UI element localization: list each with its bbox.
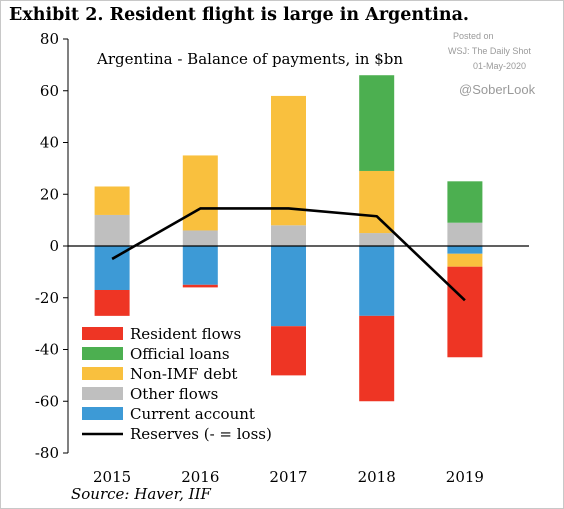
x-tick-label-2019: 2019 [446, 468, 484, 486]
bar-non-imf-debt-2015 [94, 186, 130, 215]
legend-label-reserves-loss: Reserves (- = loss) [130, 425, 272, 443]
source-note: Source: Haver, IIF [71, 485, 211, 503]
legend-label-resident-flows: Resident flows [130, 325, 241, 343]
bar-non-imf-debt-2019 [447, 253, 483, 267]
watermark-handle: @SoberLook [459, 82, 536, 97]
bar-other-flows-2017 [271, 225, 306, 246]
legend: Resident flows Official loans Non-IMF debt… [82, 325, 272, 443]
legend-label-official-loans: Official loans [130, 345, 230, 363]
y-tick-label--80: -80 [35, 444, 59, 462]
bar-resident-flows-2017 [271, 326, 306, 376]
axes-layer: 80 60 40 20 0 -20 -40 -60 -80 2015 2016 2017 2018 201… [35, 30, 529, 486]
bar-other-flows-2019 [447, 222, 483, 246]
x-tick-label-2018: 2018 [358, 468, 396, 486]
chart-subtitle: Argentina - Balance of payments, in $bn [96, 50, 403, 68]
legend-label-other-flows: Other flows [130, 385, 218, 403]
bar-non-imf-debt-2016 [182, 155, 218, 231]
reserves-line-layer [111, 207, 466, 302]
watermark-source: WSJ: The Daily Shot [448, 46, 531, 56]
bar-current-account-2016 [182, 246, 218, 285]
y-tick-label--20: -20 [35, 289, 59, 307]
legend-label-current-account: Current account [130, 405, 255, 423]
bar-other-flows-2015 [94, 214, 130, 246]
y-tick-label-40: 40 [40, 134, 59, 152]
y-tick-label-60: 60 [40, 82, 59, 100]
x-tick-label-2017: 2017 [269, 468, 307, 486]
watermark-posted-on: Posted on [453, 31, 494, 41]
bar-other-flows-2018 [359, 233, 395, 246]
bar-resident-flows-2018 [359, 315, 395, 402]
legend-swatch-resident-flows [82, 327, 123, 340]
bar-current-account-2019 [447, 246, 483, 254]
y-tick-label-20: 20 [40, 185, 59, 203]
bar-other-flows-2016 [182, 230, 218, 246]
y-tick-label-80: 80 [40, 30, 59, 48]
y-tick-label--40: -40 [35, 341, 59, 359]
x-tick-label-2016: 2016 [181, 468, 219, 486]
y-tick-label--60: -60 [35, 392, 59, 410]
bar-official-loans-2019 [447, 181, 483, 223]
watermark-date: 01-May-2020 [473, 61, 527, 71]
legend-swatch-current-account [82, 407, 123, 420]
bar-official-loans-2018 [359, 75, 395, 171]
bar-resident-flows-2019 [447, 266, 483, 358]
bar-non-imf-debt-2017 [271, 95, 306, 226]
bar-current-account-2018 [359, 246, 395, 316]
legend-swatch-official-loans [82, 347, 123, 360]
legend-swatch-other-flows [82, 387, 123, 400]
x-tick-label-2015: 2015 [93, 468, 131, 486]
bar-non-imf-debt-2018 [359, 170, 395, 234]
legend-swatch-non-imf-debt [82, 367, 123, 380]
y-tick-label-0: 0 [49, 237, 59, 255]
bar-resident-flows-2016 [182, 284, 218, 288]
reserves-line [111, 207, 466, 302]
bar-current-account-2017 [271, 246, 306, 327]
exhibit-title: Exhibit 2. Resident flight is large in A… [9, 5, 470, 25]
legend-label-non-imf-debt: Non-IMF debt [130, 365, 237, 383]
bar-resident-flows-2015 [94, 289, 130, 316]
